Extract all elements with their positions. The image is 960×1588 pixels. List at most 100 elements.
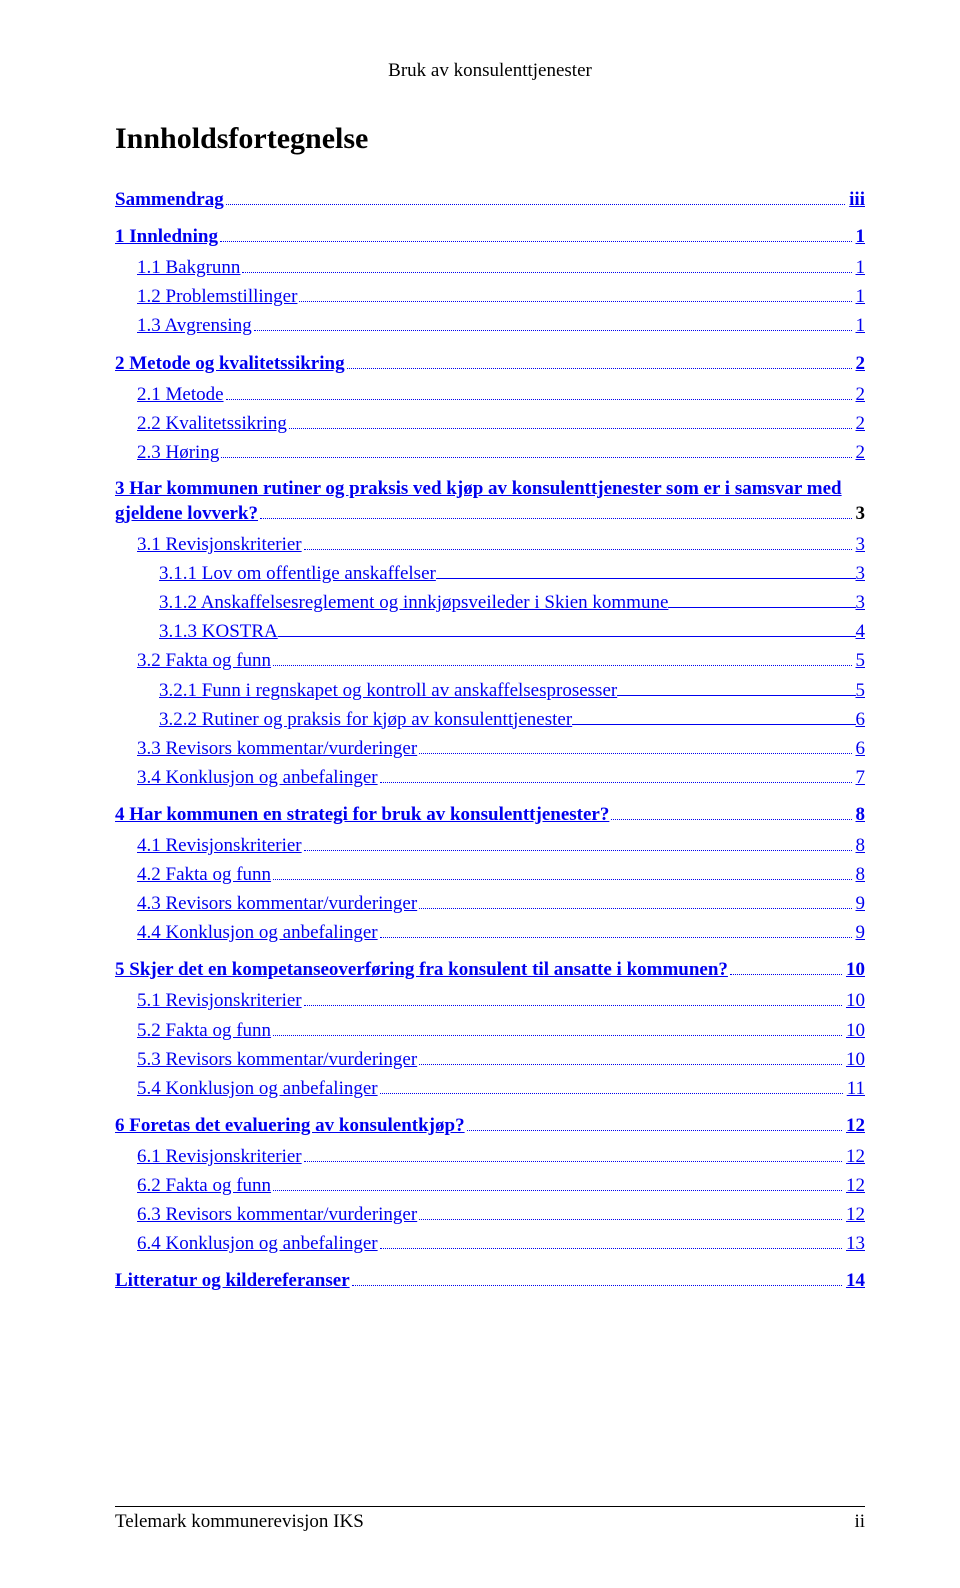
toc-label: 5 Skjer det en kompetanseoverføring fra …: [115, 959, 728, 981]
toc-leader: [254, 314, 852, 331]
toc-entry[interactable]: 3.1.1 Lov om offentlige anskaffelser 3: [159, 562, 865, 585]
toc-page: 12: [846, 1204, 865, 1226]
toc-page: 6: [856, 738, 866, 760]
toc-leader: [380, 766, 852, 783]
toc-label: 6.1 Revisjonskriterier: [137, 1146, 302, 1168]
toc-leader: [242, 256, 851, 273]
toc-entry[interactable]: 6 Foretas det evaluering av konsulentkjø…: [115, 1114, 865, 1137]
toc-entry[interactable]: 5.2 Fakta og funn 10: [137, 1018, 865, 1041]
toc-label: Sammendrag: [115, 189, 224, 211]
toc-entry[interactable]: 3.1.3 KOSTRA4: [159, 620, 865, 643]
toc-label: 6.3 Revisors kommentar/vurderinger: [137, 1204, 417, 1226]
toc-label: 3.1 Revisjonskriterier: [137, 534, 302, 556]
toc-entry[interactable]: 4.1 Revisjonskriterier8: [137, 834, 865, 857]
toc-entry[interactable]: 1.1 Bakgrunn1: [137, 256, 865, 279]
toc-page: 8: [856, 804, 866, 826]
toc-page: 3: [856, 503, 866, 525]
toc-leader: [289, 412, 852, 429]
toc-page: 2: [856, 384, 866, 406]
toc-page: 8: [856, 864, 866, 886]
toc-label: 4.4 Konklusjon og anbefalinger: [137, 922, 378, 944]
toc-leader: [226, 383, 852, 400]
toc-page: 5: [856, 680, 866, 702]
toc-leader: [380, 1232, 842, 1249]
toc-entry[interactable]: 2.1 Metode2: [137, 383, 865, 406]
toc-leader: [273, 863, 851, 880]
toc-page: 10: [846, 959, 865, 981]
toc-entry[interactable]: 5.3 Revisors kommentar/vurderinger10: [137, 1048, 865, 1071]
toc-label: 1.2 Problemstillinger: [137, 286, 297, 308]
toc-label: 2.3 Høring: [137, 442, 219, 464]
toc-leader: [220, 225, 852, 242]
toc-leader: [352, 1269, 842, 1286]
toc-label: 1.3 Avgrensing: [137, 315, 252, 337]
toc-entry[interactable]: 3.4 Konklusjon og anbefalinger7: [137, 766, 865, 789]
toc-entry[interactable]: 3.2 Fakta og funn5: [137, 649, 865, 672]
toc-leader: [419, 892, 851, 909]
toc-leader: [226, 188, 845, 205]
toc-label: 3.1.1 Lov om offentlige anskaffelser: [159, 563, 436, 585]
toc-page: 3: [856, 563, 866, 585]
toc-entry[interactable]: 3.3 Revisors kommentar/vurderinger6: [137, 737, 865, 760]
toc-page: 5: [856, 650, 866, 672]
toc-entry[interactable]: 3 Har kommunen rutiner og praksis ved kj…: [115, 478, 865, 525]
toc-page: 12: [846, 1115, 865, 1137]
toc-page: 13: [846, 1233, 865, 1255]
toc-page: 3: [856, 592, 866, 614]
toc-page: 10: [846, 1020, 865, 1042]
toc-entry[interactable]: 5 Skjer det en kompetanseoverføring fra …: [115, 958, 865, 981]
toc-entry[interactable]: 3.1 Revisjonskriterier3: [137, 533, 865, 556]
toc-entry[interactable]: 6.4 Konklusjon og anbefalinger13: [137, 1232, 865, 1255]
toc-entry[interactable]: 3.2.1 Funn i regnskapet og kontroll av a…: [159, 678, 865, 701]
toc-entry[interactable]: 4 Har kommunen en strategi for bruk av k…: [115, 803, 865, 826]
toc-label: 5.2 Fakta og funn: [137, 1020, 271, 1042]
toc-leader: [730, 958, 842, 975]
page-footer: Telemark kommunerevisjon IKS ii: [115, 1506, 865, 1533]
toc-entry[interactable]: 6.1 Revisjonskriterier12: [137, 1145, 865, 1168]
toc-leader: [273, 649, 851, 666]
footer-left: Telemark kommunerevisjon IKS: [115, 1511, 364, 1533]
toc-entry[interactable]: 6.2 Fakta og funn12: [137, 1174, 865, 1197]
table-of-contents: Sammendrag iii 1 Innledning1 1.1 Bakgrunn1…: [115, 188, 865, 1292]
toc-label: 3.2.1 Funn i regnskapet og kontroll av a…: [159, 680, 617, 702]
toc-entry[interactable]: 4.4 Konklusjon og anbefalinger 9: [137, 921, 865, 944]
toc-entry[interactable]: 1 Innledning1: [115, 225, 865, 248]
toc-leader: [304, 1145, 842, 1162]
toc-entry[interactable]: 4.2 Fakta og funn8: [137, 863, 865, 886]
toc-leader: [304, 989, 842, 1006]
toc-page: 1: [856, 257, 866, 279]
toc-leader: [278, 620, 856, 637]
toc-page: 10: [846, 1049, 865, 1071]
toc-entry[interactable]: 5.1 Revisjonskriterier 10: [137, 989, 865, 1012]
toc-entry[interactable]: 2.3 Høring2: [137, 441, 865, 464]
toc-leader: [617, 678, 855, 695]
toc-entry[interactable]: 4.3 Revisors kommentar/vurderinger 9: [137, 892, 865, 915]
toc-leader: [273, 1174, 842, 1191]
toc-entry[interactable]: 2.2 Kvalitetssikring2: [137, 412, 865, 435]
toc-entry[interactable]: 1.2 Problemstillinger 1: [137, 285, 865, 308]
toc-entry[interactable]: 2 Metode og kvalitetssikring2: [115, 351, 865, 374]
toc-page: 10: [846, 990, 865, 1012]
toc-leader: [260, 502, 851, 519]
toc-page: 7: [856, 767, 866, 789]
toc-label: Litteratur og kildereferanser: [115, 1270, 350, 1292]
toc-label: 5.1 Revisjonskriterier: [137, 990, 302, 1012]
toc-title: Innholdsfortegnelse: [115, 122, 865, 156]
toc-label: 3 Har kommunen rutiner og praksis ved kj…: [115, 478, 842, 500]
toc-entry[interactable]: 1.3 Avgrensing1: [137, 314, 865, 337]
toc-leader: [668, 591, 855, 608]
toc-page: 9: [856, 922, 866, 944]
toc-page: 9: [856, 893, 866, 915]
toc-page: 1: [856, 286, 866, 308]
toc-entry[interactable]: Sammendrag iii: [115, 188, 865, 211]
toc-entry[interactable]: 6.3 Revisors kommentar/vurderinger 12: [137, 1203, 865, 1226]
toc-entry[interactable]: 3.2.2 Rutiner og praksis for kjøp av kon…: [159, 708, 865, 731]
toc-label: 4.1 Revisjonskriterier: [137, 835, 302, 857]
toc-entry[interactable]: 5.4 Konklusjon og anbefalinger11: [137, 1077, 865, 1100]
toc-entry[interactable]: Litteratur og kildereferanser14: [115, 1269, 865, 1292]
toc-entry[interactable]: 3.1.2 Anskaffelsesreglement og innkjøpsv…: [159, 591, 865, 614]
toc-label: 4.3 Revisors kommentar/vurderinger: [137, 893, 417, 915]
toc-leader: [380, 1077, 843, 1094]
toc-page: 4: [856, 621, 866, 643]
toc-page: 1: [856, 226, 866, 248]
